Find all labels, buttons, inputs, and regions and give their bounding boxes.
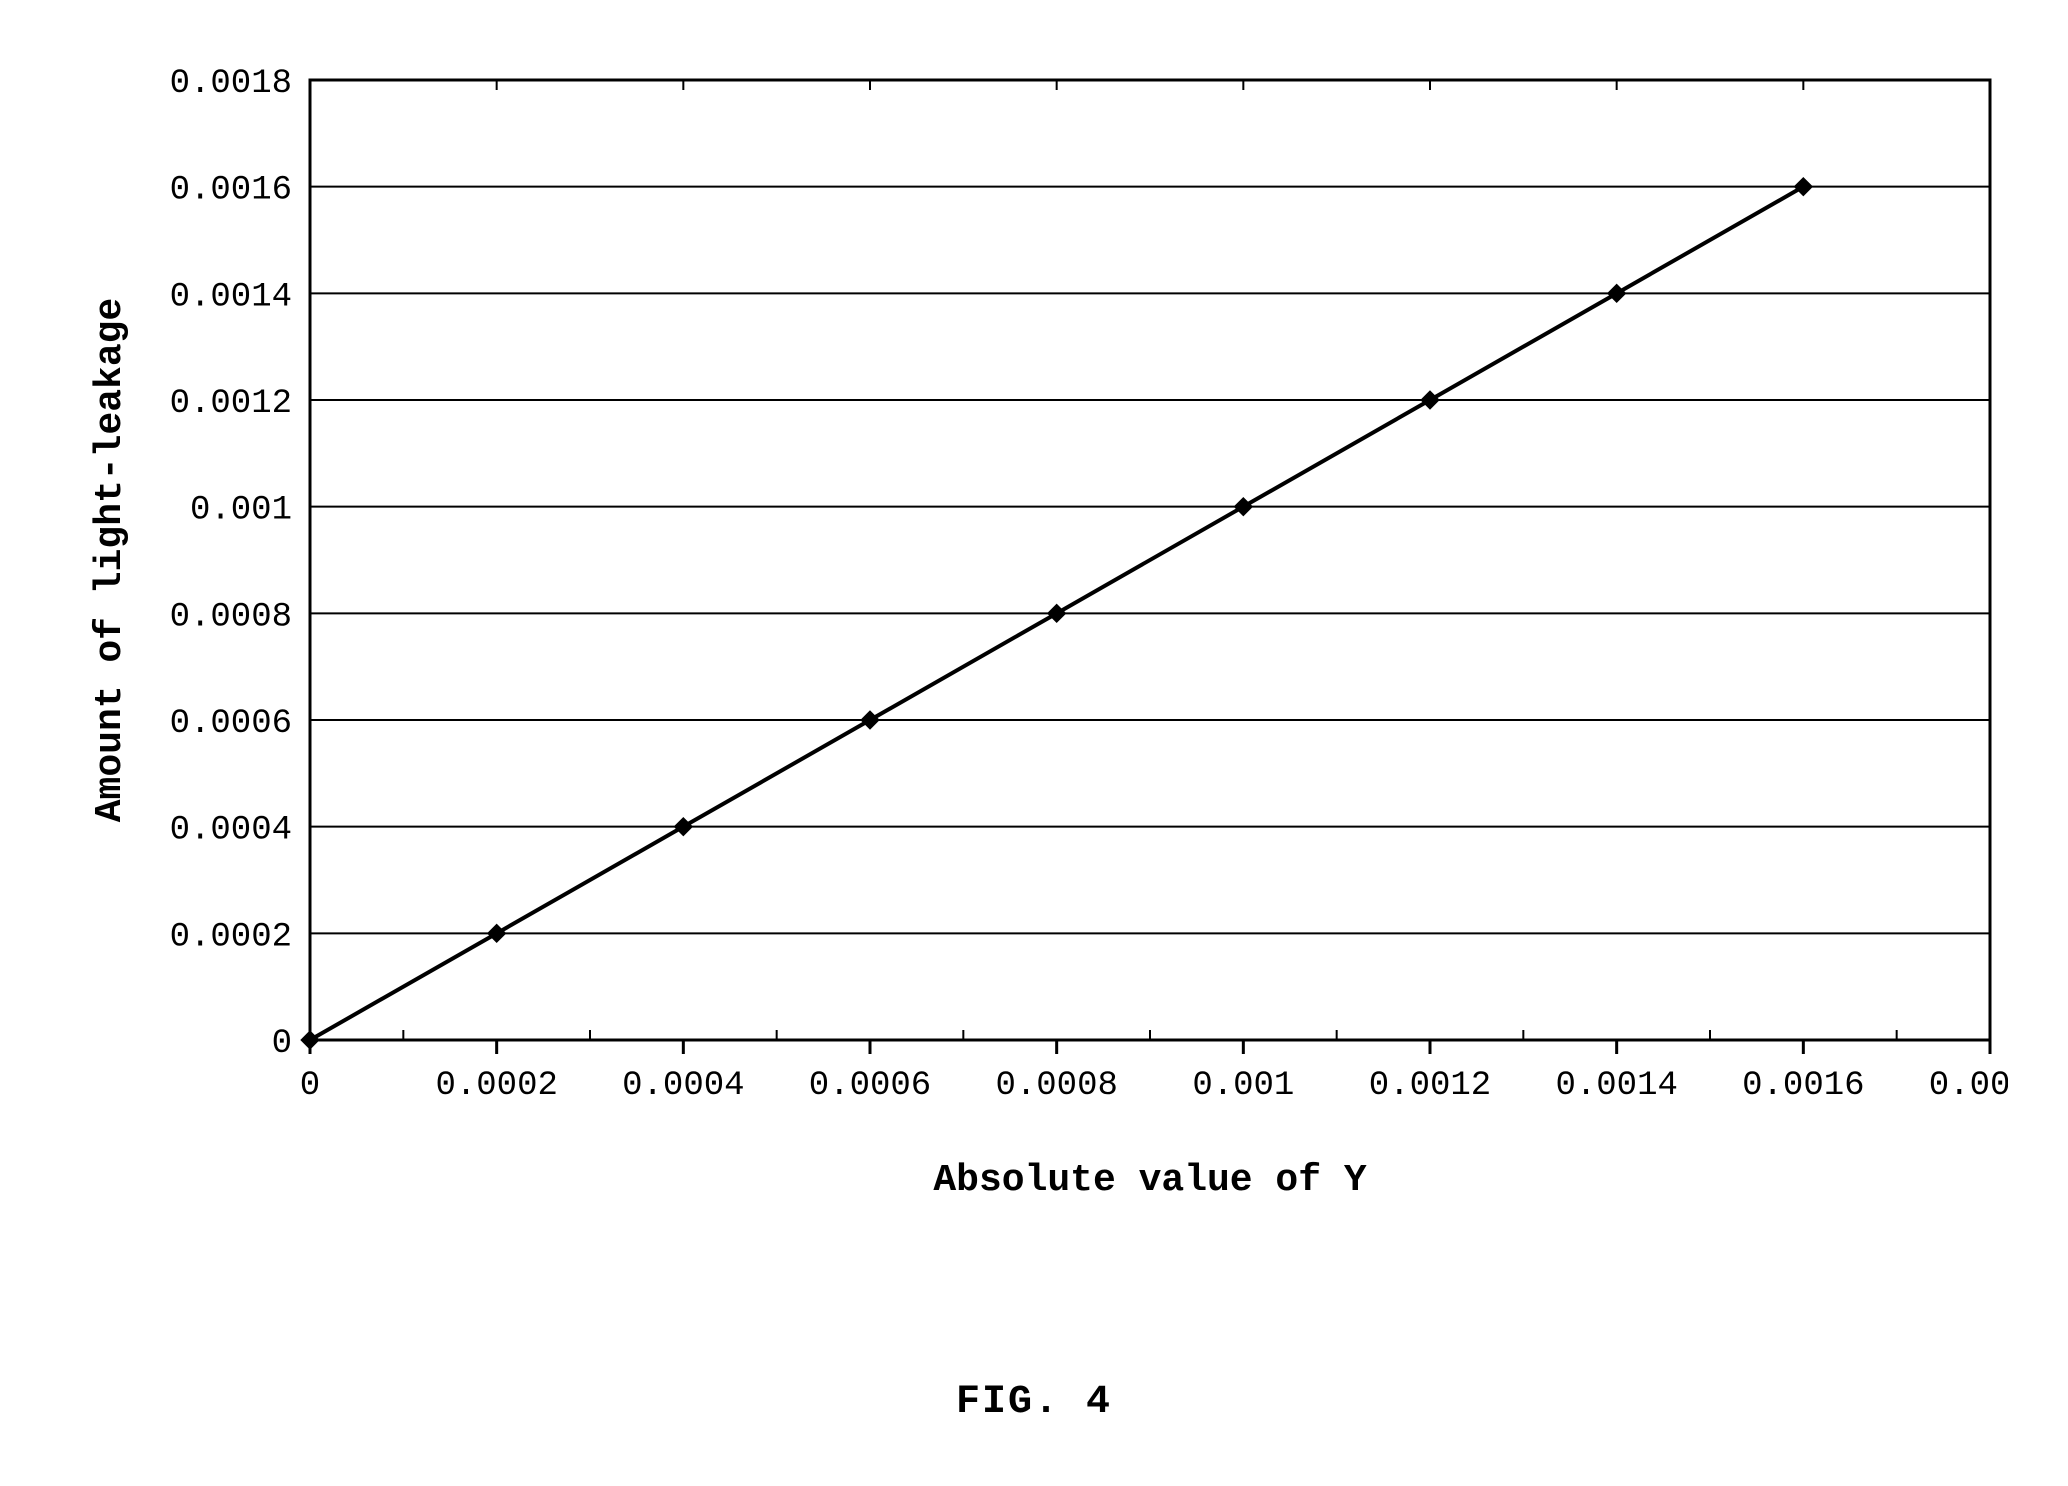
svg-text:0.0008: 0.0008 — [995, 1067, 1117, 1105]
svg-text:Absolute value of Y: Absolute value of Y — [933, 1159, 1366, 1202]
svg-text:0.0012: 0.0012 — [1369, 1067, 1491, 1105]
figure-caption: FIG. 4 — [0, 1380, 2068, 1425]
chart-container: 0 0.0002 0.0004 0.0006 0.0008 0.001 0.0012 0.00… — [60, 40, 2008, 1320]
svg-text:0.0004: 0.0004 — [170, 812, 292, 850]
svg-text:0: 0 — [272, 1025, 292, 1063]
svg-text:0.0018: 0.0018 — [1929, 1067, 2008, 1105]
svg-text:0.0008: 0.0008 — [170, 598, 292, 636]
svg-text:0.001: 0.001 — [1192, 1067, 1294, 1105]
svg-text:0.001: 0.001 — [190, 492, 292, 530]
svg-text:0.0004: 0.0004 — [622, 1067, 744, 1105]
svg-text:0.0016: 0.0016 — [170, 172, 292, 210]
svg-text:0.0014: 0.0014 — [1555, 1067, 1677, 1105]
svg-text:0.0006: 0.0006 — [809, 1067, 931, 1105]
svg-text:0.0016: 0.0016 — [1742, 1067, 1864, 1105]
svg-text:0.0014: 0.0014 — [170, 278, 292, 316]
svg-text:0.0018: 0.0018 — [170, 65, 292, 103]
svg-text:0: 0 — [300, 1067, 320, 1105]
page-root: 0 0.0002 0.0004 0.0006 0.0008 0.001 0.0012 0.00… — [0, 0, 2068, 1486]
svg-text:0.0002: 0.0002 — [435, 1067, 557, 1105]
svg-text:0.0012: 0.0012 — [170, 385, 292, 423]
chart-svg: 0 0.0002 0.0004 0.0006 0.0008 0.001 0.0012 0.00… — [60, 40, 2008, 1320]
svg-text:Amount of light-leakage: Amount of light-leakage — [89, 298, 132, 823]
svg-text:0.0002: 0.0002 — [170, 918, 292, 956]
svg-text:0.0006: 0.0006 — [170, 705, 292, 743]
